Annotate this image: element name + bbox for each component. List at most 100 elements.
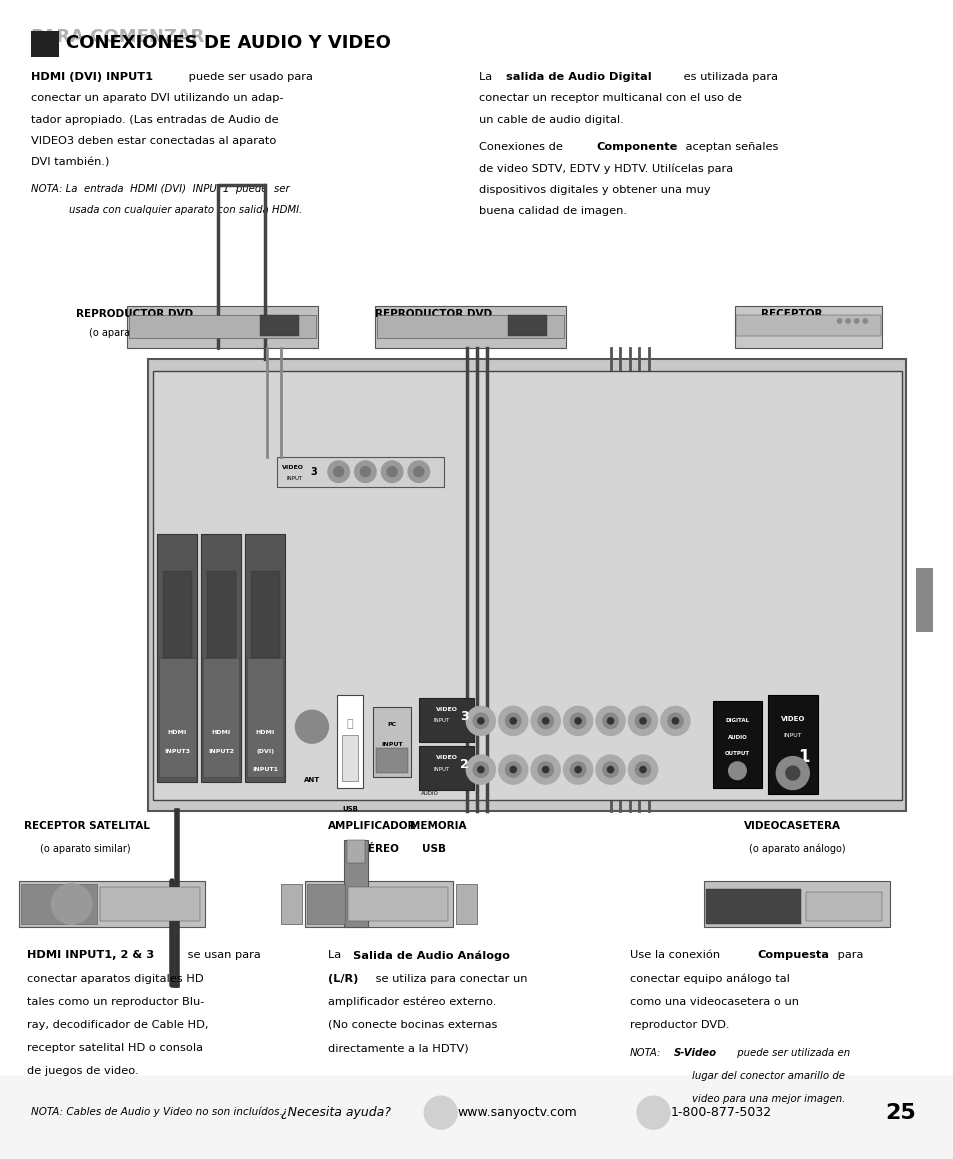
Text: USB: USB bbox=[342, 806, 357, 811]
Circle shape bbox=[853, 319, 859, 323]
Circle shape bbox=[606, 766, 614, 773]
Text: tales como un reproductor Blu-: tales como un reproductor Blu- bbox=[27, 997, 204, 1007]
Text: REPRODUCTOR DVD: REPRODUCTOR DVD bbox=[375, 309, 492, 320]
Circle shape bbox=[595, 706, 625, 736]
Bar bbox=[159, 658, 195, 777]
Text: tador apropiado. (Las entradas de Audio de: tador apropiado. (Las entradas de Audio … bbox=[30, 115, 278, 125]
Text: DVI: DVI bbox=[229, 328, 246, 338]
Bar bbox=[245, 533, 285, 782]
Circle shape bbox=[636, 1095, 670, 1130]
Circle shape bbox=[569, 761, 586, 778]
Circle shape bbox=[562, 706, 593, 736]
Text: VIDEOCASETERA: VIDEOCASETERA bbox=[743, 821, 841, 831]
Bar bbox=[100, 887, 200, 921]
Bar bbox=[30, 31, 59, 57]
Text: S-Video: S-Video bbox=[673, 1048, 716, 1058]
Circle shape bbox=[775, 756, 809, 790]
Text: como una videocasetera o un: como una videocasetera o un bbox=[629, 997, 798, 1007]
Text: INPUT3: INPUT3 bbox=[164, 749, 191, 753]
Text: puede ser utilizada en: puede ser utilizada en bbox=[733, 1048, 849, 1058]
Text: conectar equipo análogo tal: conectar equipo análogo tal bbox=[629, 974, 789, 984]
Circle shape bbox=[386, 466, 397, 478]
Circle shape bbox=[294, 709, 329, 744]
Text: CONEXIONES DE AUDIO Y VIDEO: CONEXIONES DE AUDIO Y VIDEO bbox=[66, 34, 391, 52]
Bar bbox=[129, 315, 315, 338]
Text: conectar un receptor multicanal con el uso de: conectar un receptor multicanal con el u… bbox=[478, 94, 741, 103]
Circle shape bbox=[504, 713, 521, 729]
Circle shape bbox=[333, 466, 344, 478]
Text: directamente a la HDTV): directamente a la HDTV) bbox=[328, 1043, 468, 1054]
Text: es utilizada para: es utilizada para bbox=[679, 72, 778, 82]
Bar bbox=[247, 658, 283, 777]
Bar bbox=[456, 884, 476, 924]
Circle shape bbox=[476, 717, 484, 724]
Text: MEMORIA: MEMORIA bbox=[410, 821, 466, 831]
Bar bbox=[0, 1076, 953, 1159]
Text: amplificador estéreo externo.: amplificador estéreo externo. bbox=[328, 997, 496, 1007]
Circle shape bbox=[639, 717, 646, 724]
Bar bbox=[281, 884, 302, 924]
Bar bbox=[305, 881, 453, 927]
Bar bbox=[373, 707, 411, 777]
Bar bbox=[703, 881, 889, 927]
Text: INPUT: INPUT bbox=[782, 734, 801, 738]
Text: HDMI: HDMI bbox=[168, 730, 187, 735]
Circle shape bbox=[541, 717, 549, 724]
Text: un cable de audio digital.: un cable de audio digital. bbox=[478, 115, 623, 125]
Bar bbox=[418, 746, 474, 790]
Circle shape bbox=[606, 717, 614, 724]
Text: ESTÉREO: ESTÉREO bbox=[345, 844, 398, 854]
Circle shape bbox=[627, 706, 658, 736]
Text: La: La bbox=[328, 950, 345, 961]
Text: PC: PC bbox=[387, 722, 396, 727]
Text: (o aparato similar): (o aparato similar) bbox=[40, 844, 131, 854]
Bar bbox=[712, 701, 761, 788]
Text: receptor satelital HD o consola: receptor satelital HD o consola bbox=[27, 1043, 202, 1054]
Text: (o aparato similar): (o aparato similar) bbox=[389, 328, 479, 338]
Text: VIDEO: VIDEO bbox=[282, 465, 304, 469]
Circle shape bbox=[504, 761, 521, 778]
Text: (L/R): (L/R) bbox=[328, 974, 358, 984]
Text: 2: 2 bbox=[459, 758, 469, 772]
Text: ⬧: ⬧ bbox=[347, 720, 353, 729]
Text: (o aparato similar): (o aparato similar) bbox=[89, 328, 179, 338]
Circle shape bbox=[509, 766, 517, 773]
Circle shape bbox=[530, 755, 560, 785]
Text: VIDEO3 deben estar conectadas al aparato: VIDEO3 deben estar conectadas al aparato bbox=[30, 137, 275, 146]
Circle shape bbox=[574, 717, 581, 724]
Text: 1: 1 bbox=[798, 748, 809, 766]
Text: INPUT: INPUT bbox=[433, 719, 450, 723]
Text: (o aparato análogo): (o aparato análogo) bbox=[748, 844, 844, 854]
Bar bbox=[336, 695, 363, 788]
Text: ANT: ANT bbox=[303, 777, 320, 782]
Circle shape bbox=[51, 883, 92, 925]
Text: ¿Necesita ayuda?: ¿Necesita ayuda? bbox=[281, 1106, 391, 1120]
Circle shape bbox=[666, 713, 683, 729]
Bar bbox=[736, 315, 880, 336]
Circle shape bbox=[537, 713, 554, 729]
Circle shape bbox=[476, 766, 484, 773]
Text: Componente: Componente bbox=[596, 143, 677, 152]
Text: de video SDTV, EDTV y HDTV. Utilícelas para: de video SDTV, EDTV y HDTV. Utilícelas p… bbox=[478, 163, 732, 174]
Circle shape bbox=[627, 755, 658, 785]
Text: www.sanyoctv.com: www.sanyoctv.com bbox=[457, 1106, 578, 1120]
Text: PARA COMENZAR: PARA COMENZAR bbox=[30, 28, 204, 46]
Text: VIDEO: VIDEO bbox=[780, 715, 804, 722]
Bar bbox=[348, 887, 448, 921]
Text: 3: 3 bbox=[459, 709, 469, 723]
Text: reproductor DVD.: reproductor DVD. bbox=[629, 1020, 728, 1030]
Circle shape bbox=[727, 761, 746, 780]
Text: salida de Audio Digital: salida de Audio Digital bbox=[505, 72, 651, 82]
Circle shape bbox=[601, 713, 618, 729]
Circle shape bbox=[413, 466, 424, 478]
Bar bbox=[307, 884, 345, 924]
Text: (No conecte bocinas externas: (No conecte bocinas externas bbox=[328, 1020, 497, 1030]
Circle shape bbox=[784, 765, 800, 781]
Circle shape bbox=[530, 706, 560, 736]
Bar bbox=[344, 840, 368, 927]
Bar bbox=[201, 533, 241, 782]
Circle shape bbox=[465, 706, 496, 736]
Bar bbox=[342, 735, 357, 781]
Text: INPUT: INPUT bbox=[286, 476, 302, 481]
Text: usada con cualquier aparato con salida HDMI.: usada con cualquier aparato con salida H… bbox=[69, 205, 302, 216]
